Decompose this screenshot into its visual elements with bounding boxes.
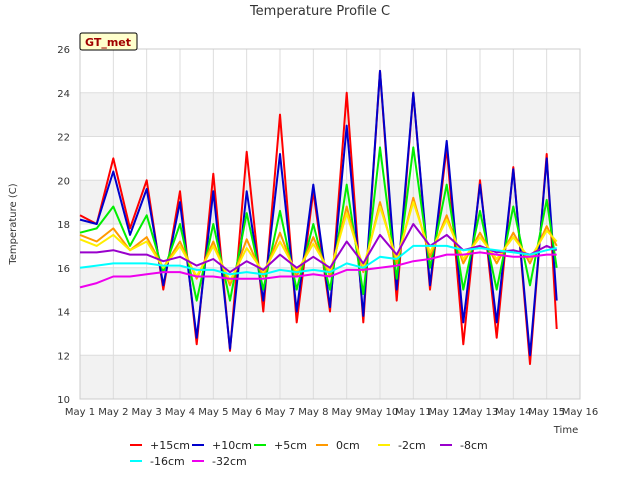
y-tick-label: 12 — [57, 351, 70, 362]
grid-band — [80, 92, 580, 137]
y-tick-label: 16 — [57, 264, 70, 275]
x-tick-label: May 10 — [362, 407, 399, 418]
legend-label: +5cm — [274, 439, 307, 452]
x-tick-label: May 6 — [232, 407, 262, 418]
series-line — [79, 69, 558, 357]
x-tick-label: May 9 — [332, 407, 362, 418]
y-tick-label: 10 — [57, 395, 70, 406]
x-tick-label: May 3 — [132, 407, 162, 418]
x-tick-label: May 15 — [528, 407, 565, 418]
y-axis-label: Temperature (C) — [8, 183, 19, 265]
x-tick-label: May 8 — [298, 407, 328, 418]
x-tick-label: May 14 — [495, 407, 532, 418]
x-tick-label: May 4 — [165, 407, 195, 418]
legend-label: -8cm — [460, 439, 488, 452]
y-tick-label: 22 — [57, 133, 70, 144]
y-axis-ticks: 10 12 14 16 18 20 22 24 26 — [57, 45, 70, 406]
y-tick-label: 14 — [57, 308, 70, 319]
chart-legend: +15cm +10cm +5cm 0cm -2cm -8cm -16cm -32cm — [130, 439, 488, 468]
station-badge: GT_met — [79, 32, 138, 51]
y-tick-label: 18 — [57, 220, 70, 231]
y-tick-label: 24 — [57, 89, 70, 100]
x-tick-label: May 13 — [462, 407, 499, 418]
station-badge-label: GT_met — [85, 36, 131, 49]
y-tick-label: 26 — [57, 45, 70, 56]
x-axis-label: Time — [553, 425, 578, 436]
series-line — [79, 201, 558, 282]
series-line — [79, 251, 557, 289]
x-tick-label: May 5 — [198, 407, 228, 418]
series-line — [79, 244, 557, 276]
grid-band — [80, 180, 580, 224]
legend-label: 0cm — [336, 439, 360, 452]
legend-label: -16cm — [150, 455, 185, 468]
chart-title: Temperature Profile C — [249, 4, 390, 19]
grid-band — [80, 355, 580, 399]
x-tick-label: May 11 — [395, 407, 432, 418]
x-axis-ticks: May 1 May 2 May 3 May 4 May 5 May 6 May 7 May 8… — [65, 407, 598, 418]
x-tick-label: May 1 — [65, 407, 95, 418]
series-lines — [79, 69, 558, 365]
legend-label: +15cm — [150, 439, 190, 452]
x-tick-label: May 2 — [98, 407, 128, 418]
y-tick-label: 20 — [57, 176, 70, 187]
legend-label: -32cm — [212, 455, 247, 468]
x-tick-label: May 7 — [265, 407, 295, 418]
plot-frame — [79, 48, 581, 400]
x-tick-label: May 16 — [562, 407, 599, 418]
series-line — [80, 223, 558, 274]
x-tick-label: May 12 — [428, 407, 465, 418]
legend-label: +10cm — [212, 439, 252, 452]
legend-label: -2cm — [398, 439, 426, 452]
